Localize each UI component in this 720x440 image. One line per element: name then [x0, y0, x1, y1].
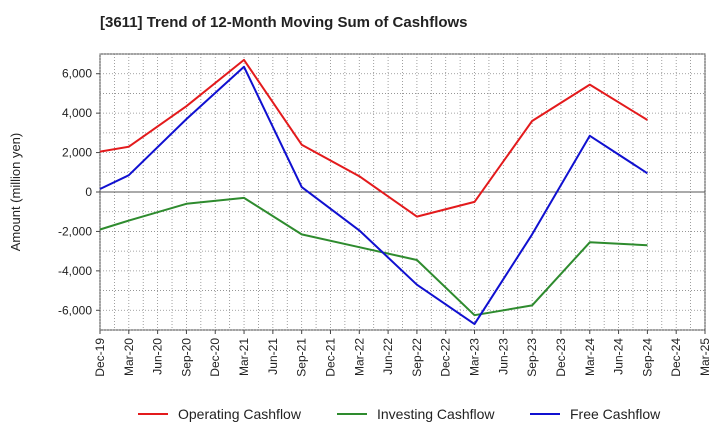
x-tick-label: Sep-21 [295, 338, 309, 377]
x-tick-label: Mar-22 [352, 338, 366, 376]
series-line-0 [99, 58, 648, 218]
x-tick-label: Dec-20 [208, 338, 222, 377]
y-tick-label: -2,000 [58, 224, 92, 238]
legend-label: Operating Cashflow [178, 406, 302, 422]
y-tick-label: 6,000 [62, 67, 92, 81]
x-tick-label: Sep-20 [179, 338, 193, 377]
x-tick-label: Mar-20 [122, 338, 136, 376]
y-tick-label: -6,000 [58, 303, 92, 317]
x-tick-label: Dec-23 [554, 338, 568, 377]
x-tick-label: Jun-20 [151, 338, 165, 375]
x-tick-label: Jun-21 [266, 338, 280, 375]
legend-label: Free Cashflow [570, 406, 661, 422]
series-line-1 [99, 196, 648, 317]
y-axis-label: Amount (million yen) [8, 133, 23, 252]
y-tick-label: 0 [85, 185, 92, 199]
x-tick-label: Mar-25 [698, 338, 712, 376]
x-tick-label: Mar-23 [468, 338, 482, 376]
y-tick-label: -4,000 [58, 264, 92, 278]
x-tick-label: Jun-22 [381, 338, 395, 375]
x-tick-label: Sep-22 [410, 338, 424, 377]
legend-label: Investing Cashflow [377, 406, 495, 422]
y-axis-ticks: -6,000 -4,000 -2,000 0 2,000 4,000 6,000 [58, 67, 100, 317]
x-tick-label: Dec-22 [439, 338, 453, 377]
y-tick-label: 4,000 [62, 106, 92, 120]
y-tick-label: 2,000 [62, 146, 92, 160]
x-tick-label: Dec-21 [323, 338, 337, 377]
x-tick-label: Sep-24 [640, 338, 654, 377]
x-tick-label: Dec-19 [93, 338, 107, 377]
chart-title: [3611] Trend of 12-Month Moving Sum of C… [100, 14, 468, 31]
x-tick-label: Dec-24 [669, 338, 683, 377]
x-tick-label: Mar-24 [583, 338, 597, 376]
series-lines [99, 58, 648, 326]
legend: Operating Cashflow Investing Cashflow Free… [138, 406, 661, 422]
x-tick-label: Mar-21 [237, 338, 251, 376]
x-axis-ticks: Dec-19 Mar-20 Jun-20 Sep-20 Dec-20 Mar-21 Jun-… [93, 330, 712, 377]
x-tick-label: Jun-24 [612, 338, 626, 375]
x-tick-label: Jun-23 [496, 338, 510, 375]
x-tick-label: Sep-23 [525, 338, 539, 377]
series-line-2 [99, 65, 648, 326]
